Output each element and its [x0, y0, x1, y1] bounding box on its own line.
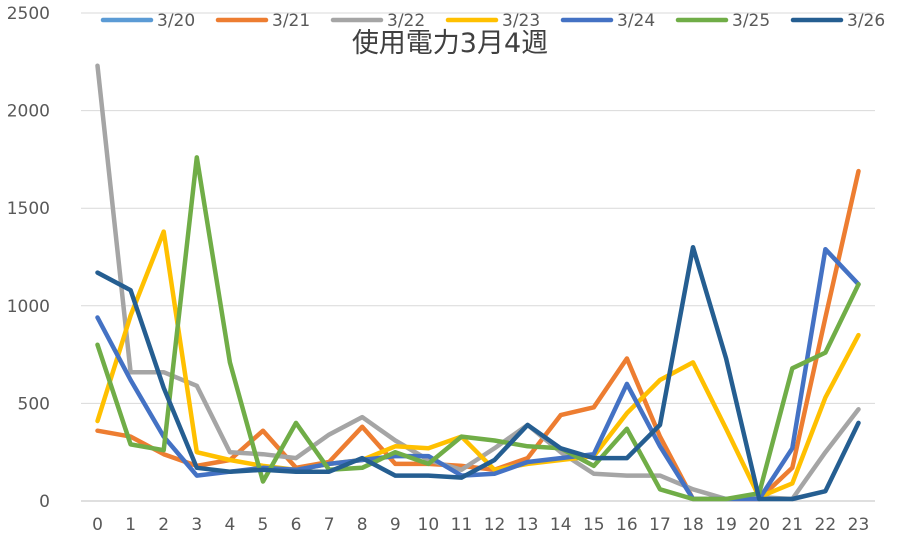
- x-tick-label: 19: [715, 515, 737, 535]
- y-tick-label: 1500: [7, 199, 50, 219]
- x-tick-label: 18: [682, 515, 704, 535]
- x-tick-label: 6: [291, 515, 302, 535]
- legend-label: 3/20: [157, 11, 195, 31]
- x-tick-label: 13: [517, 515, 539, 535]
- x-tick-label: 21: [781, 515, 803, 535]
- grid-lines: [81, 12, 875, 502]
- series-lines: [95, 63, 861, 502]
- legend-label: 3/23: [502, 11, 540, 31]
- x-tick-label: 4: [224, 515, 235, 535]
- y-axis-ticks: 0 500 1000 1500 2000 2500: [7, 4, 50, 512]
- x-tick-label: 15: [583, 515, 605, 535]
- x-tick-label: 10: [418, 515, 440, 535]
- x-tick-label: 5: [258, 515, 269, 535]
- series-line-3-26: [95, 244, 861, 502]
- x-tick-label: 11: [451, 515, 473, 535]
- series-line-3-25: [95, 155, 861, 502]
- x-axis-ticks: 0 1 2 3 4 5 6 7 8 9 10 11 12 13 14 15 16 17 18 19 20 21 22 23: [92, 515, 869, 535]
- x-tick-label: 2: [158, 515, 169, 535]
- x-tick-label: 1: [125, 515, 136, 535]
- x-tick-label: 23: [848, 515, 870, 535]
- x-tick-label: 20: [748, 515, 770, 535]
- x-tick-label: 12: [484, 515, 506, 535]
- legend: 3/20 3/21 3/22 3/23 3/24 3/25 3/26: [100, 11, 885, 31]
- legend-label: 3/26: [847, 11, 885, 31]
- legend-label: 3/25: [732, 11, 770, 31]
- x-tick-label: 8: [357, 515, 368, 535]
- y-tick-label: 2000: [7, 102, 50, 122]
- x-tick-label: 16: [616, 515, 638, 535]
- x-tick-label: 0: [92, 515, 103, 535]
- x-tick-label: 22: [815, 515, 837, 535]
- legend-label: 3/22: [387, 11, 425, 31]
- legend-label: 3/24: [617, 11, 655, 31]
- x-tick-label: 3: [191, 515, 202, 535]
- y-tick-label: 1000: [7, 297, 50, 317]
- y-tick-label: 0: [39, 492, 50, 512]
- y-tick-label: 500: [18, 394, 50, 414]
- y-tick-label: 2500: [7, 4, 50, 24]
- chart-title: 使用電力3月4週: [352, 28, 548, 59]
- x-tick-label: 7: [324, 515, 335, 535]
- x-tick-label: 17: [649, 515, 671, 535]
- x-tick-label: 14: [550, 515, 572, 535]
- x-tick-label: 9: [390, 515, 401, 535]
- series-line-3-23: [95, 229, 861, 500]
- legend-label: 3/21: [272, 11, 310, 31]
